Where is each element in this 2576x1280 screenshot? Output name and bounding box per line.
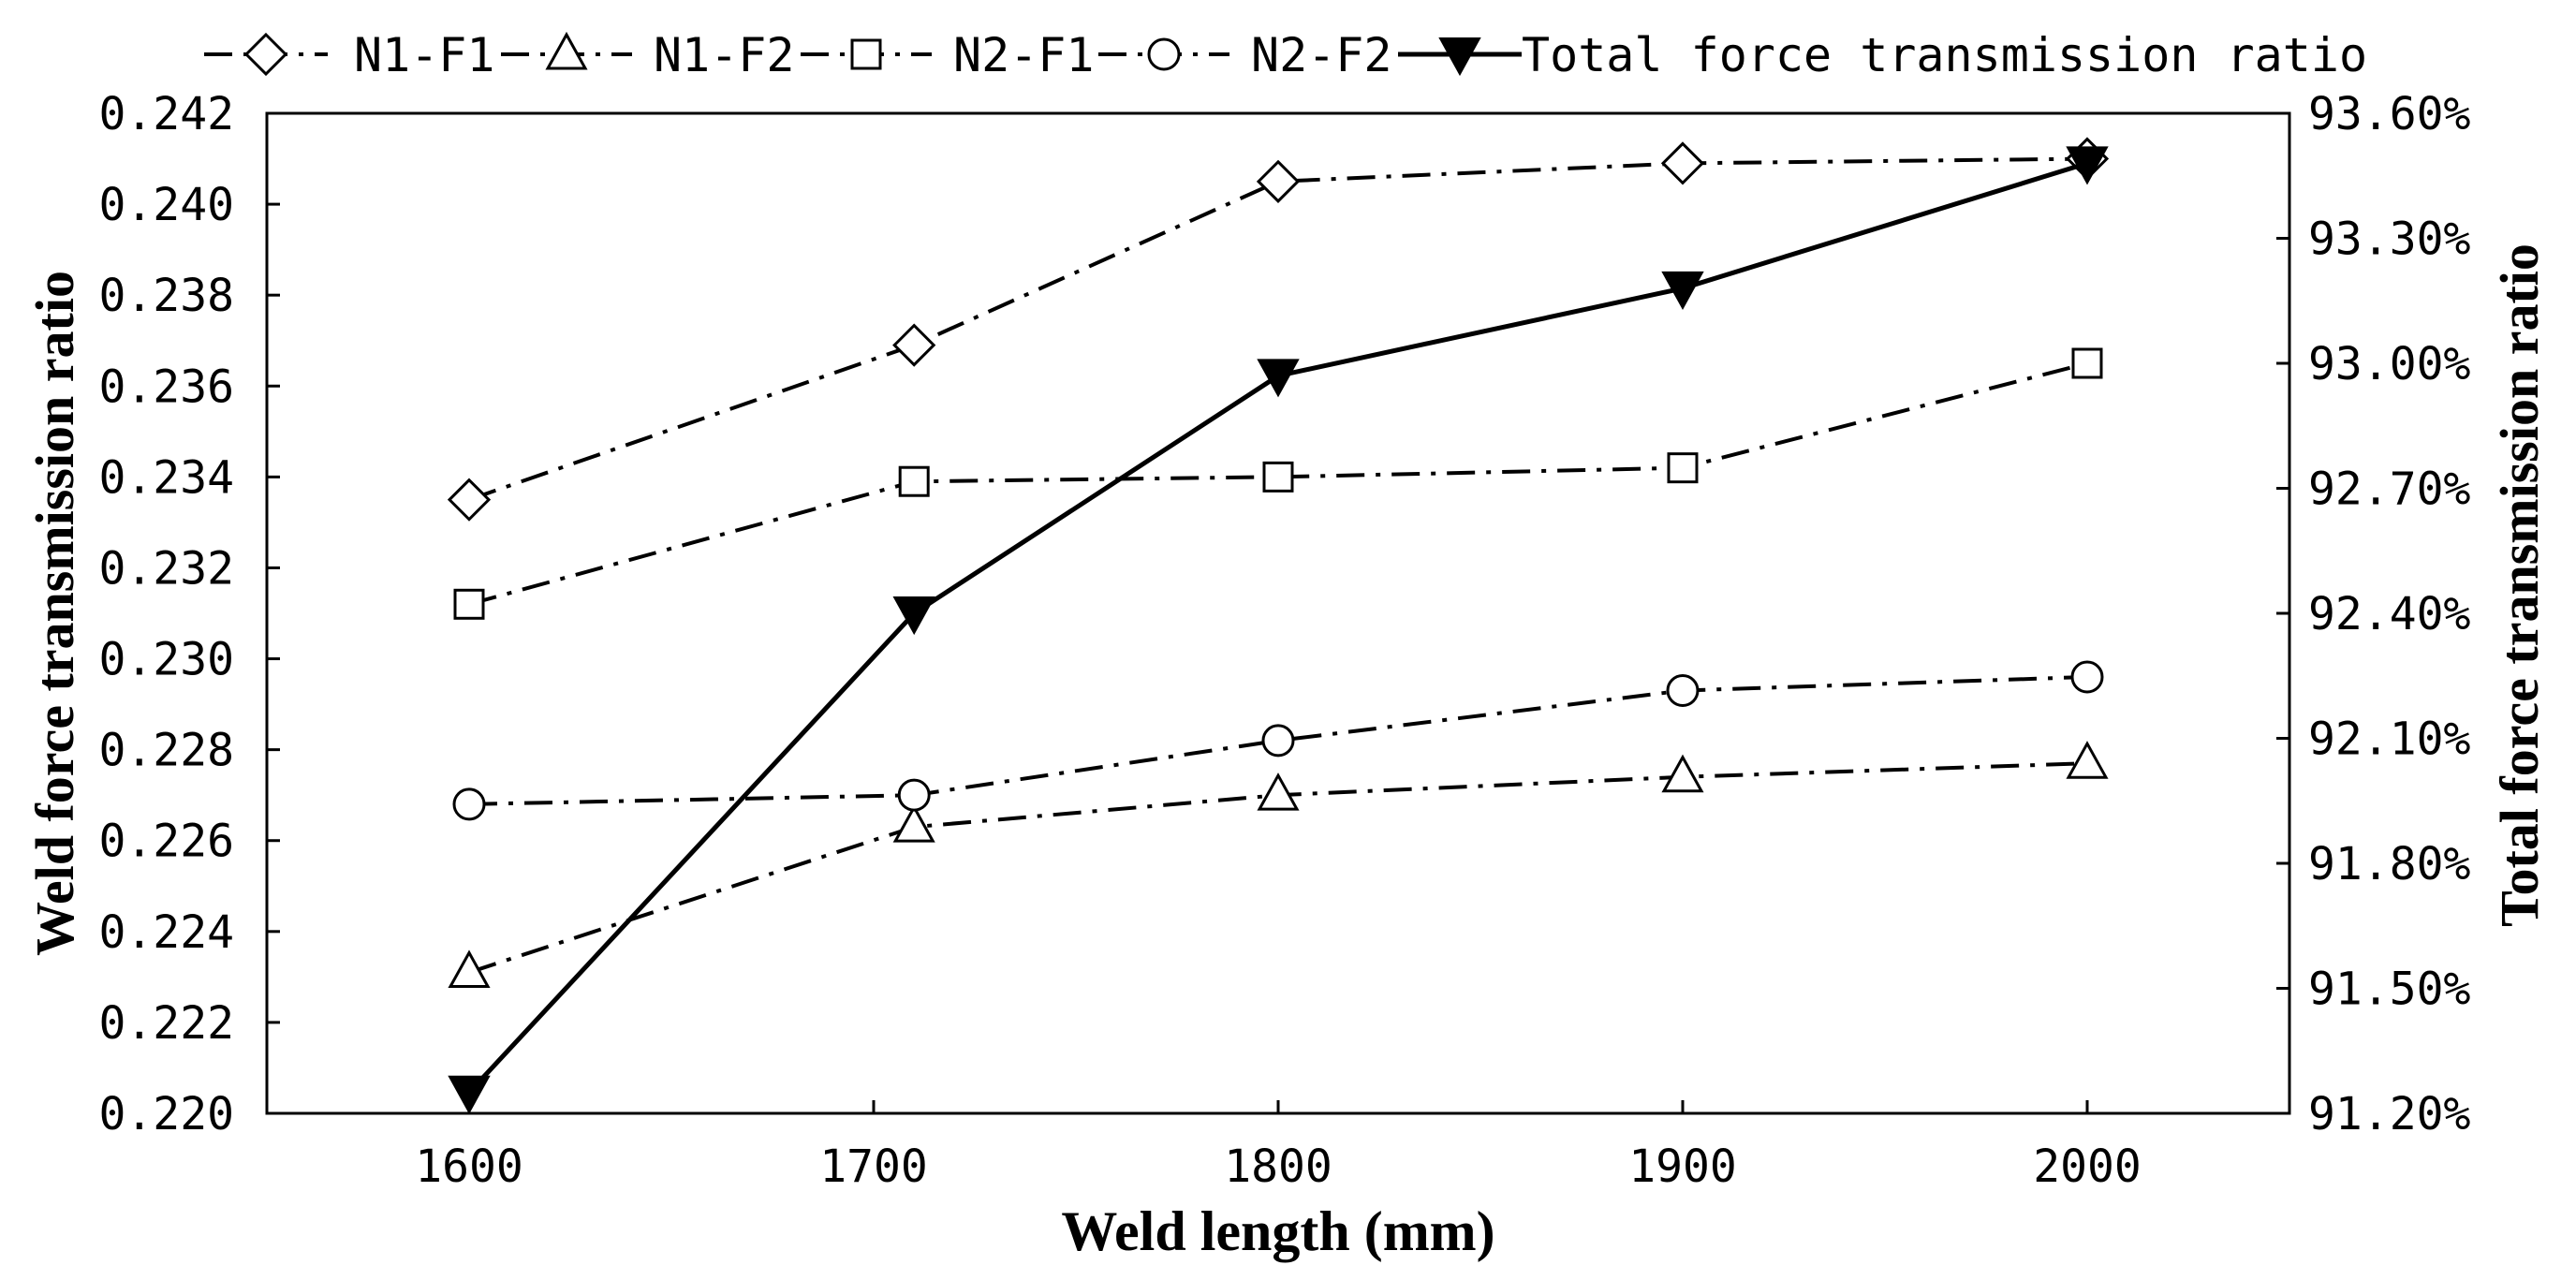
x-tick-label: 1900 — [1628, 1140, 1737, 1193]
data-point-n2-f1 — [2071, 347, 2103, 379]
x-tick-label: 1600 — [415, 1140, 523, 1193]
data-point-n1-f2 — [892, 804, 935, 843]
data-point-n1-f2 — [448, 949, 491, 989]
x-axis: 1600 1700 1800 1900 2000 — [415, 1100, 2142, 1193]
legend-label: N2-F1 — [953, 28, 1095, 82]
data-point-n1-f1 — [1256, 159, 1301, 203]
left-tick-label: 0.234 — [99, 451, 235, 504]
x-tick-label: 2000 — [2033, 1140, 2142, 1193]
right-tick-label: 92.40% — [2308, 588, 2470, 640]
data-point-n1-f2 — [1661, 754, 1704, 793]
left-axis: 0.220 0.222 0.224 0.226 0.228 0.230 0.232 0.234… — [99, 88, 280, 1140]
left-tick-label: 0.222 — [99, 997, 235, 1050]
data-point-n2-f2 — [1666, 674, 1700, 708]
left-tick-label: 0.220 — [99, 1088, 235, 1140]
legend-entry: N1-F1 — [204, 28, 495, 82]
data-point-n2-f1 — [1262, 461, 1294, 493]
series-n1-f2 — [448, 741, 2109, 989]
series-layer — [447, 137, 2110, 1114]
left-tick-label: 0.242 — [99, 88, 235, 140]
left-tick-label: 0.236 — [99, 360, 235, 413]
legend-entry: N1-F2 — [501, 28, 795, 82]
legend-entry: N2-F2 — [1098, 28, 1392, 82]
right-tick-label: 93.30% — [2308, 213, 2470, 266]
left-tick-label: 0.224 — [99, 906, 235, 959]
legend-entry: Total force transmission ratio — [1398, 28, 2367, 82]
x-axis-label: Weld length (mm) — [1061, 1200, 1494, 1262]
right-axis-label: Total force transmission ratio — [2489, 243, 2550, 927]
right-tick-label: 92.10% — [2308, 714, 2470, 766]
left-tick-label: 0.238 — [99, 270, 235, 322]
series-line-n2-f1 — [468, 361, 2088, 607]
data-point-n2-f1 — [453, 588, 485, 620]
left-axis-label: Weld force transmission ratio — [24, 271, 85, 956]
legend-label: N1-F2 — [654, 28, 795, 82]
x-tick-label: 1700 — [819, 1140, 928, 1193]
legend-label: Total force transmission ratio — [1522, 28, 2367, 82]
data-point-n2-f2 — [2070, 660, 2104, 694]
series-n2-f2 — [452, 660, 2104, 821]
legend-marker — [545, 31, 588, 70]
legend-marker — [1147, 37, 1181, 71]
right-tick-label: 93.00% — [2308, 338, 2470, 390]
data-point-n1-f2 — [2066, 741, 2109, 779]
data-point-total-force-transmission-ratio — [892, 596, 935, 636]
data-point-n2-f1 — [898, 465, 930, 497]
left-tick-label: 0.230 — [99, 634, 235, 686]
data-point-n1-f2 — [1257, 772, 1300, 811]
data-point-n2-f2 — [897, 778, 931, 812]
data-point-n2-f1 — [1667, 452, 1699, 484]
data-point-n1-f1 — [1660, 141, 1705, 185]
plot-area-frame — [265, 111, 2291, 1115]
data-point-n2-f2 — [452, 787, 486, 821]
data-point-total-force-transmission-ratio — [448, 1075, 491, 1114]
series-line-total-force-transmission-ratio — [467, 161, 2088, 1095]
left-tick-label: 0.228 — [99, 725, 235, 777]
right-axis: 91.20% 91.50% 91.80% 92.10% 92.40% 92.70% 93.0… — [2276, 88, 2470, 1140]
legend-marker — [850, 38, 882, 70]
right-tick-label: 91.80% — [2308, 838, 2470, 890]
series-n2-f1 — [453, 347, 2103, 620]
data-point-total-force-transmission-ratio — [2066, 146, 2109, 185]
legend: N1-F1 N1-F2 N2-F1 N2-F2 Total force transmis… — [204, 28, 2367, 82]
data-point-n2-f2 — [1261, 724, 1295, 758]
legend-marker — [1438, 37, 1481, 77]
data-point-total-force-transmission-ratio — [1257, 359, 1300, 398]
data-point-total-force-transmission-ratio — [1661, 271, 1704, 310]
x-tick-label: 1800 — [1224, 1140, 1332, 1193]
right-tick-label: 92.70% — [2308, 463, 2470, 516]
series-total-force-transmission-ratio — [448, 146, 2109, 1114]
left-tick-label: 0.226 — [99, 816, 235, 868]
legend-label: N1-F1 — [354, 28, 495, 82]
legend-label: N2-F2 — [1251, 28, 1392, 82]
legend-marker — [243, 32, 288, 77]
right-tick-label: 91.50% — [2308, 964, 2470, 1016]
data-point-n1-f1 — [447, 478, 492, 522]
series-line-n1-f1 — [468, 156, 2088, 502]
data-point-n1-f1 — [892, 323, 936, 367]
right-tick-label: 93.60% — [2308, 88, 2470, 140]
left-tick-label: 0.232 — [99, 542, 235, 595]
left-tick-label: 0.240 — [99, 179, 235, 231]
legend-entry: N2-F1 — [801, 28, 1095, 82]
right-tick-label: 91.20% — [2308, 1088, 2470, 1140]
